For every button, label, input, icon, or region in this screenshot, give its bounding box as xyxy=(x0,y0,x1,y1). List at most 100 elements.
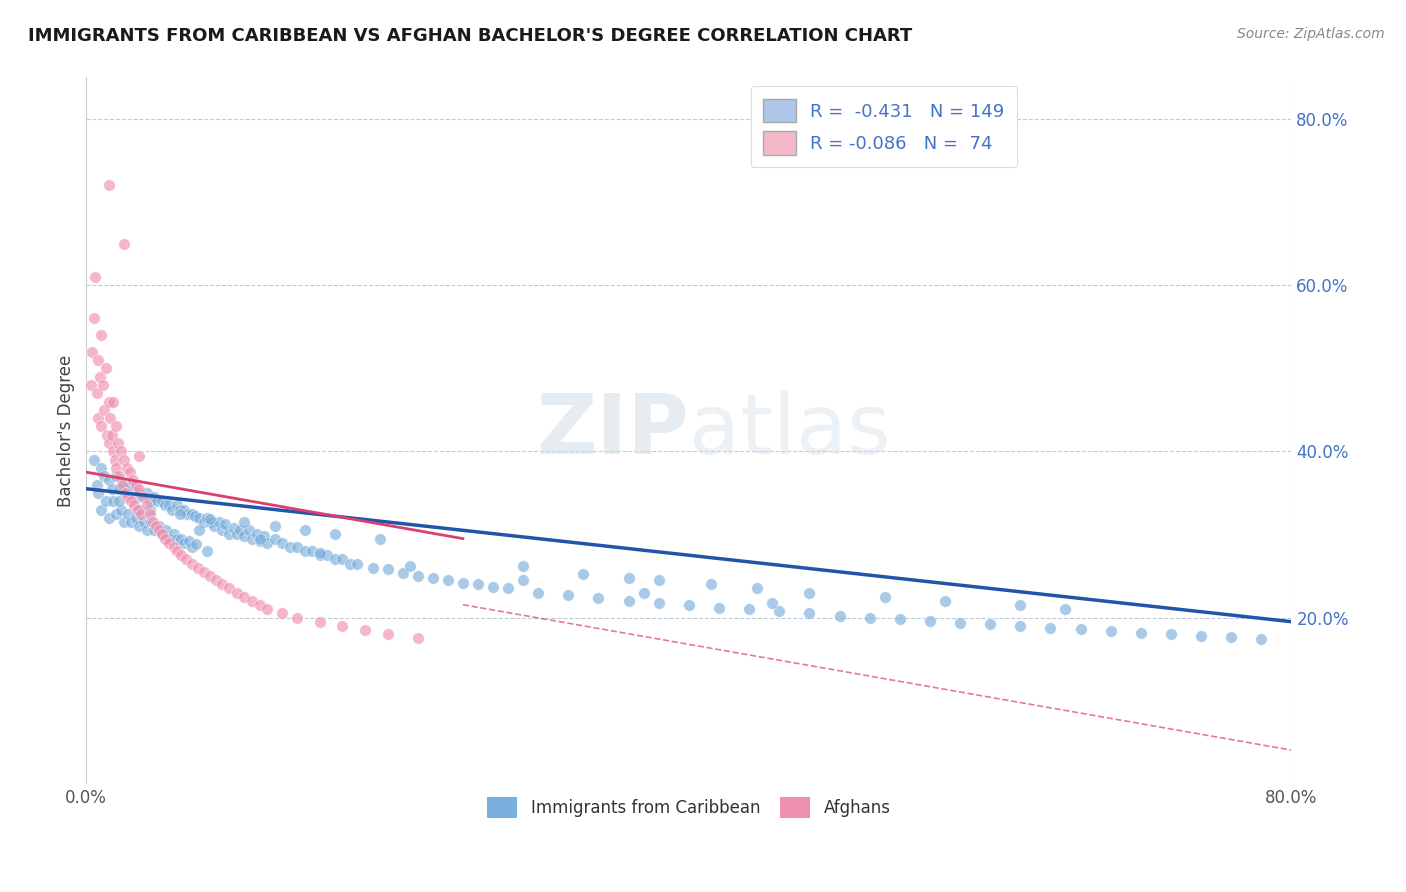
Point xyxy=(188,511,211,525)
Point xyxy=(294,524,316,538)
Point xyxy=(873,590,896,604)
Point xyxy=(700,577,723,591)
Point xyxy=(617,571,640,585)
Point xyxy=(124,499,146,513)
Point xyxy=(108,494,131,508)
Point xyxy=(142,515,165,529)
Point xyxy=(949,615,972,630)
Point xyxy=(263,532,285,546)
Point xyxy=(170,548,193,562)
Point xyxy=(153,532,176,546)
Point xyxy=(1250,632,1272,647)
Point xyxy=(208,515,231,529)
Point xyxy=(121,515,143,529)
Y-axis label: Bachelor's Degree: Bachelor's Degree xyxy=(58,354,75,507)
Point xyxy=(222,521,245,535)
Point xyxy=(768,604,790,618)
Point xyxy=(111,477,134,491)
Point xyxy=(93,402,115,417)
Point xyxy=(82,344,104,359)
Point xyxy=(271,607,294,621)
Point xyxy=(285,540,308,554)
Point xyxy=(103,394,125,409)
Point xyxy=(238,524,260,538)
Point xyxy=(96,427,118,442)
Point xyxy=(193,565,215,579)
Text: Source: ZipAtlas.com: Source: ZipAtlas.com xyxy=(1237,27,1385,41)
Text: IMMIGRANTS FROM CARIBBEAN VS AFGHAN BACHELOR'S DEGREE CORRELATION CHART: IMMIGRANTS FROM CARIBBEAN VS AFGHAN BACH… xyxy=(28,27,912,45)
Point xyxy=(101,482,124,496)
Point xyxy=(138,494,160,508)
Point xyxy=(377,627,399,641)
Point xyxy=(114,486,136,500)
Point xyxy=(83,311,105,326)
Point xyxy=(97,511,120,525)
Point xyxy=(105,469,128,483)
Point xyxy=(799,607,821,621)
Point xyxy=(87,486,110,500)
Point xyxy=(115,461,138,475)
Point xyxy=(323,552,346,566)
Point xyxy=(163,527,186,541)
Point xyxy=(482,580,505,594)
Point xyxy=(128,502,150,516)
Point xyxy=(180,557,202,571)
Point xyxy=(316,548,339,562)
Point xyxy=(80,377,103,392)
Point xyxy=(160,502,183,516)
Point xyxy=(557,588,579,602)
Point xyxy=(195,511,218,525)
Point xyxy=(173,535,195,549)
Point xyxy=(131,490,153,504)
Point xyxy=(87,411,110,425)
Point xyxy=(249,534,271,549)
Point xyxy=(170,532,193,546)
Point xyxy=(180,507,202,521)
Point xyxy=(308,548,330,562)
Point xyxy=(226,527,249,541)
Point xyxy=(90,419,112,434)
Point xyxy=(143,490,166,504)
Point xyxy=(97,474,120,488)
Point xyxy=(145,519,167,533)
Point xyxy=(1010,619,1032,633)
Point xyxy=(104,452,127,467)
Point xyxy=(87,353,110,368)
Point xyxy=(94,494,117,508)
Point xyxy=(91,377,114,392)
Point xyxy=(253,529,276,543)
Point xyxy=(187,560,209,574)
Point xyxy=(263,519,285,533)
Point xyxy=(249,532,271,546)
Point xyxy=(211,577,233,591)
Point xyxy=(240,594,263,608)
Point xyxy=(1010,598,1032,612)
Point xyxy=(148,524,170,538)
Point xyxy=(377,562,399,576)
Point xyxy=(233,529,256,543)
Point xyxy=(828,608,851,623)
Point xyxy=(648,596,671,610)
Point xyxy=(496,582,519,596)
Point xyxy=(94,361,117,376)
Point xyxy=(112,515,135,529)
Point xyxy=(1039,620,1062,634)
Point xyxy=(118,465,141,479)
Point xyxy=(129,507,152,521)
Point xyxy=(648,573,671,587)
Point xyxy=(1129,625,1152,640)
Point xyxy=(918,614,941,628)
Point xyxy=(245,527,267,541)
Point xyxy=(361,560,384,574)
Point xyxy=(1160,627,1182,641)
Point xyxy=(86,477,108,491)
Point xyxy=(155,524,177,538)
Text: atlas: atlas xyxy=(689,390,890,471)
Point xyxy=(115,486,138,500)
Point xyxy=(97,394,120,409)
Point xyxy=(122,474,145,488)
Point xyxy=(218,582,240,596)
Point xyxy=(169,502,191,516)
Point xyxy=(135,499,157,513)
Point xyxy=(451,575,474,590)
